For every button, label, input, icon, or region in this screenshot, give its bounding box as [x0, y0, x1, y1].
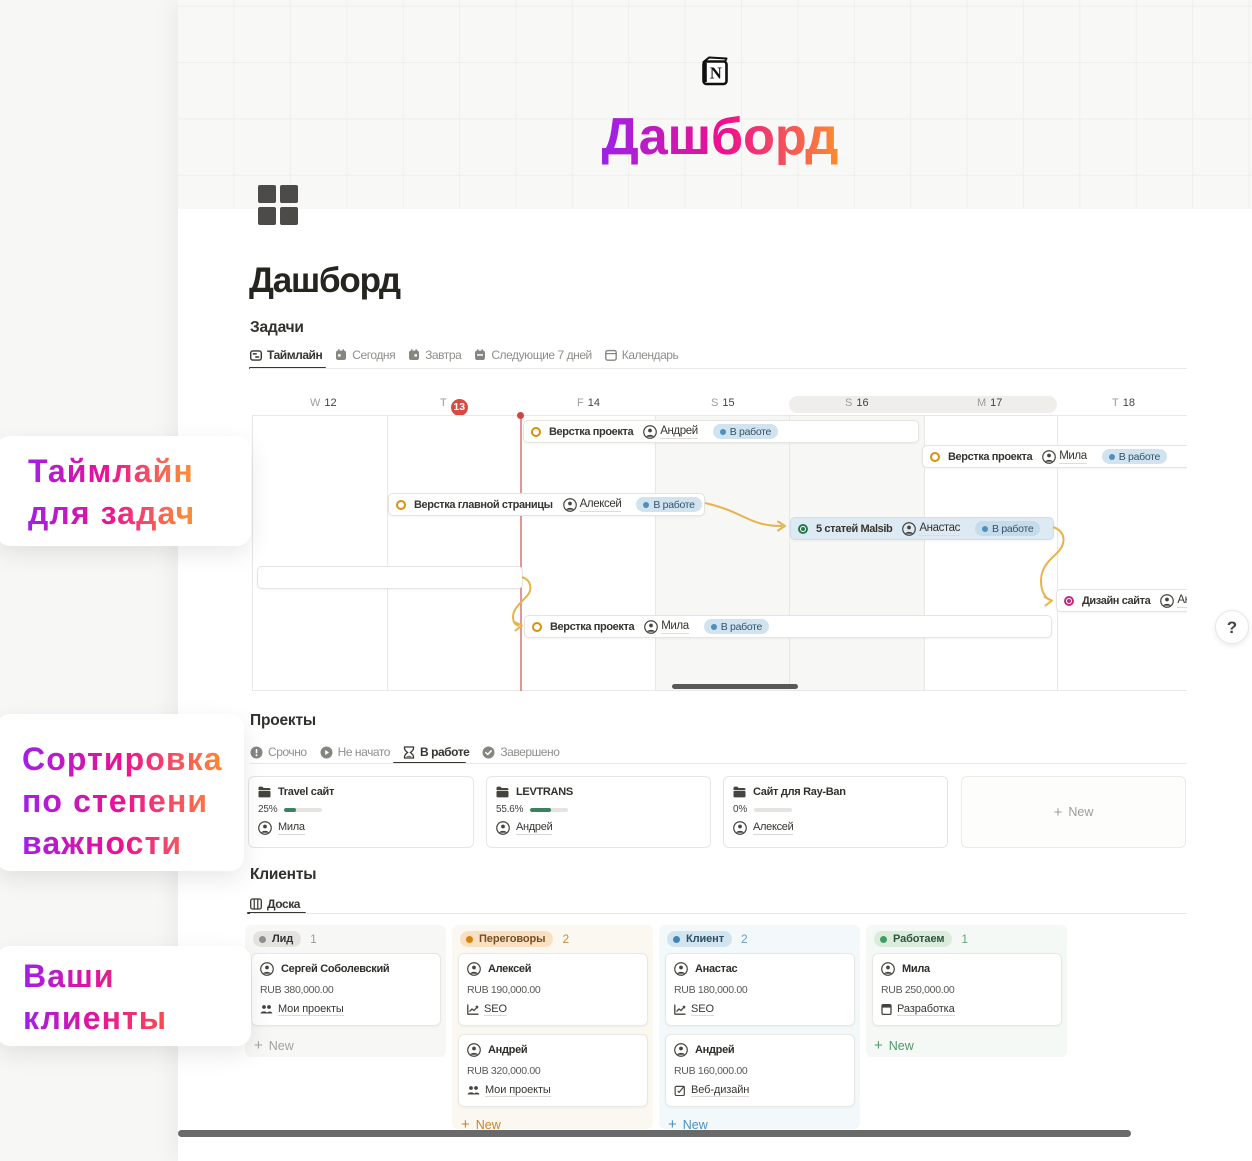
svg-text:N: N: [710, 64, 722, 83]
